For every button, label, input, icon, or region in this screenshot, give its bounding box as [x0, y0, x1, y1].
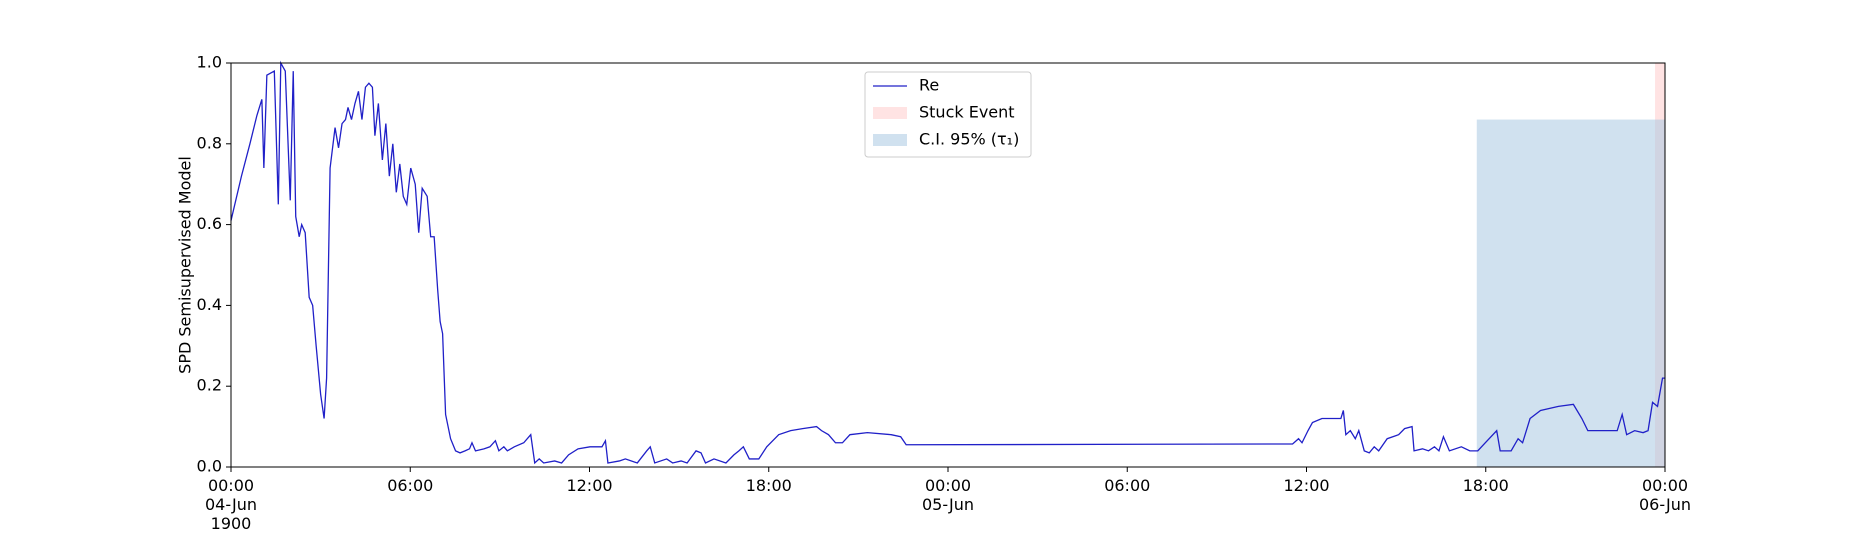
x-tick-label: 12:00 [566, 476, 613, 495]
x-tick-label: 06:00 [1104, 476, 1151, 495]
x-tick-label: 00:00 04-Jun 1900 [204, 476, 258, 533]
legend-label: Stuck Event [919, 103, 1015, 122]
y-tick-label: 0.6 [197, 214, 222, 233]
y-tick-label: 0.0 [197, 457, 222, 476]
legend-label: C.I. 95% (τ₁) [919, 130, 1019, 149]
y-tick-label: 0.4 [197, 295, 222, 314]
span [1476, 119, 1665, 467]
y-tick-label: 1.0 [197, 53, 222, 72]
legend-swatch [873, 107, 907, 119]
y-tick-label: 0.2 [197, 376, 222, 395]
y-axis-label: SPD Semisupervised Model [176, 156, 195, 374]
x-tick-label: 18:00 [1462, 476, 1509, 495]
x-tick-label: 00:00 06-Jun [1638, 476, 1692, 514]
legend-swatch [873, 134, 907, 146]
y-tick-label: 0.8 [197, 133, 222, 152]
line [230, 60, 1665, 465]
x-tick-label: 06:00 [387, 476, 434, 495]
legend-label: Re [919, 76, 939, 95]
x-tick-label: 18:00 [745, 476, 792, 495]
legend: Re Stuck Event C.I. 95% (τ₁) [864, 71, 1032, 158]
x-tick-label: 12:00 [1283, 476, 1330, 495]
x-tick-label: 00:00 05-Jun [921, 476, 975, 514]
